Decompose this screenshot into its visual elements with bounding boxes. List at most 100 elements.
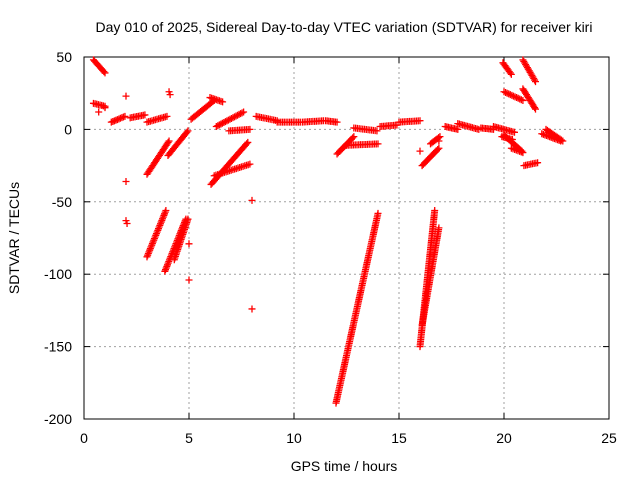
data-point [559, 137, 567, 145]
axis-ticks [83, 56, 610, 420]
data-point [154, 226, 162, 234]
data-point [507, 70, 515, 78]
data-point [146, 246, 154, 254]
data-point [145, 248, 153, 256]
data-point [122, 92, 130, 100]
data-point [156, 221, 164, 229]
data-point [508, 136, 516, 144]
data-point [503, 89, 511, 97]
data-point [519, 149, 527, 157]
data-point [238, 109, 246, 117]
data-point [220, 118, 228, 126]
data-point [557, 136, 565, 144]
data-point [229, 114, 237, 122]
data-point [183, 128, 191, 136]
data-point [163, 112, 171, 120]
data-point [502, 88, 510, 96]
data-point [416, 117, 424, 125]
data-point [350, 133, 358, 141]
data-point [435, 144, 443, 152]
data-point [436, 133, 444, 141]
data-point [150, 236, 158, 244]
data-point [235, 110, 243, 118]
data-point [509, 92, 517, 100]
x-tick-label: 5 [185, 430, 193, 446]
data-point [244, 138, 252, 146]
y-tick-label: -150 [44, 339, 72, 355]
data-point [95, 108, 103, 116]
data-point [248, 305, 256, 313]
data-point [160, 211, 168, 219]
data-point [508, 91, 516, 99]
data-point [232, 112, 240, 120]
data-point [513, 94, 521, 102]
data-point [374, 209, 382, 217]
x-tick-labels: 0 5 10 15 20 25 [80, 430, 617, 446]
data-point [218, 119, 226, 127]
data-point [534, 159, 542, 167]
data-point [148, 240, 156, 248]
data-point [214, 122, 222, 130]
data-point [224, 116, 232, 124]
data-point [416, 147, 424, 155]
data-point [219, 98, 227, 106]
data-point [234, 111, 242, 119]
data-point [101, 104, 109, 112]
data-point [237, 110, 245, 118]
data-point [221, 118, 229, 126]
data-point [141, 111, 149, 119]
data-point [153, 228, 161, 236]
data-point [121, 112, 129, 120]
data-point [144, 251, 152, 259]
data-point [163, 261, 171, 269]
data-point [159, 215, 167, 223]
y-axis-label: SDTVAR / TECUs [6, 182, 22, 294]
data-point [500, 88, 508, 96]
y-tick-label: -50 [52, 194, 72, 210]
data-point [506, 69, 514, 77]
data-point [519, 96, 527, 104]
data-point [217, 120, 225, 128]
data-point [185, 240, 193, 248]
y-tick-label: 50 [56, 49, 72, 65]
data-point [185, 276, 193, 284]
x-tick-label: 15 [391, 430, 407, 446]
data-point [155, 223, 163, 231]
data-point [531, 104, 539, 112]
data-point [158, 216, 166, 224]
data-point [122, 178, 130, 186]
data-point [154, 225, 162, 233]
data-point [373, 127, 381, 135]
data-point [164, 138, 172, 146]
data-point [152, 231, 160, 239]
data-markers [89, 56, 567, 407]
x-tick-label: 20 [496, 430, 512, 446]
data-point [161, 210, 169, 218]
data-point [152, 230, 160, 238]
data-point [165, 258, 173, 266]
data-point [226, 115, 234, 123]
data-point [431, 206, 439, 214]
x-axis-label: GPS time / hours [291, 458, 398, 474]
data-point [149, 238, 157, 246]
data-point [243, 140, 251, 148]
data-point [161, 208, 169, 216]
data-point [157, 218, 165, 226]
data-point [161, 267, 169, 275]
data-point [162, 264, 170, 272]
data-point [511, 93, 519, 101]
data-point [231, 113, 238, 121]
grid-lines [84, 57, 609, 419]
x-tick-label: 25 [601, 430, 617, 446]
data-point [223, 117, 231, 125]
data-point [146, 245, 154, 253]
data-point [374, 140, 382, 148]
x-tick-label: 0 [80, 430, 88, 446]
data-point [227, 114, 235, 122]
data-point [349, 134, 357, 142]
data-point [435, 137, 443, 145]
data-point [532, 78, 539, 86]
data-point [514, 94, 522, 102]
chart-title: Day 010 of 2025, Sidereal Day-to-day VTE… [96, 19, 593, 35]
data-point [151, 233, 159, 241]
